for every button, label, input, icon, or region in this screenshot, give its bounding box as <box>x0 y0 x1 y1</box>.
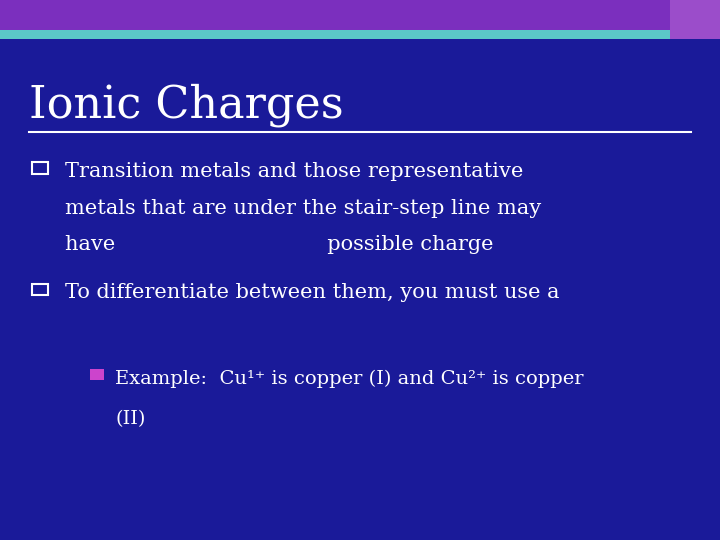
Text: (II): (II) <box>115 410 145 428</box>
FancyBboxPatch shape <box>90 369 104 380</box>
Bar <box>0 30 670 39</box>
Bar <box>0 0 720 30</box>
Text: Example:  Cu¹⁺ is copper (I) and Cu²⁺ is copper: Example: Cu¹⁺ is copper (I) and Cu²⁺ is … <box>115 370 584 388</box>
Text: To differentiate between them, you must use a: To differentiate between them, you must … <box>65 284 559 302</box>
Text: metals that are under the stair-step line may: metals that are under the stair-step lin… <box>65 199 541 218</box>
Text: Ionic Charges: Ionic Charges <box>29 84 343 127</box>
Text: have                                possible charge: have possible charge <box>65 235 493 254</box>
Bar <box>670 0 720 39</box>
Text: Transition metals and those representative: Transition metals and those representati… <box>65 162 523 181</box>
